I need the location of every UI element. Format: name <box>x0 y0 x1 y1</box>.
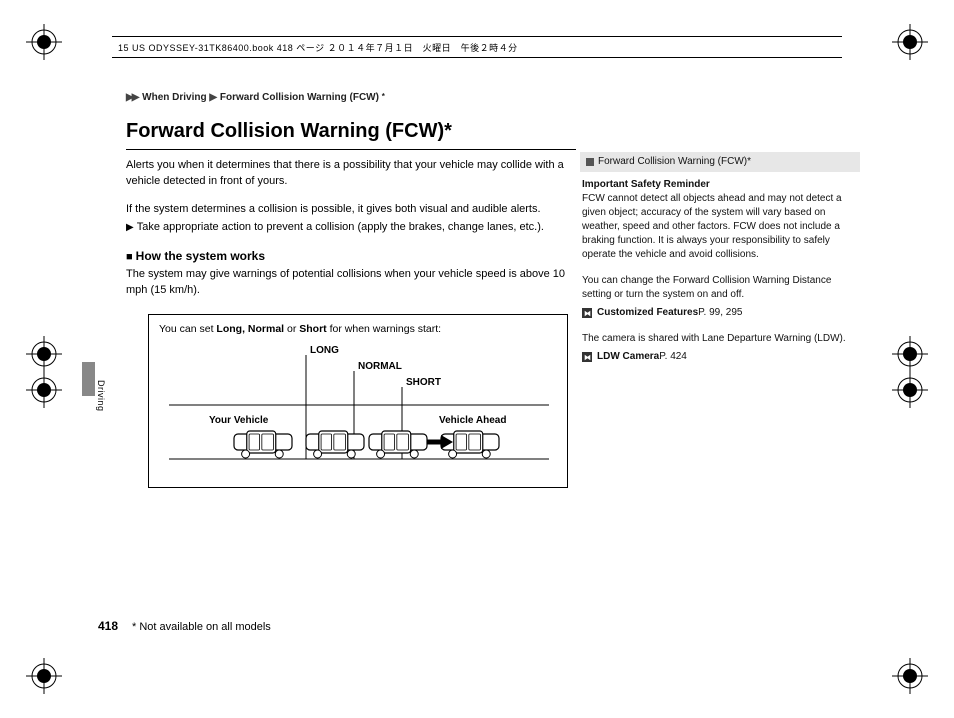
svg-text:NORMAL: NORMAL <box>358 361 402 372</box>
camera-block: The camera is shared with Lane Departure… <box>580 332 860 364</box>
caption-bold: Long, Normal <box>216 323 284 335</box>
sidebar-heading-icon <box>586 158 594 166</box>
ref1-label: Customized Features <box>597 306 698 320</box>
sidebar-heading: Forward Collision Warning (FCW)* <box>580 152 860 172</box>
diagram-caption: You can set Long, Normal or Short for wh… <box>149 315 567 335</box>
sidebar-heading-text: Forward Collision Warning (FCW)* <box>598 155 751 169</box>
square-bullet-icon: ■ <box>126 251 133 263</box>
intro-paragraph-1: Alerts you when it determines that there… <box>126 158 566 190</box>
svg-text:Your Vehicle: Your Vehicle <box>209 415 269 426</box>
action-text: Take appropriate action to prevent a col… <box>137 221 544 233</box>
how-text: The system may give warnings of potentia… <box>126 267 566 299</box>
caption-pre: You can set <box>159 323 216 335</box>
caption-bold2: Short <box>299 323 326 335</box>
svg-text:Vehicle Ahead: Vehicle Ahead <box>439 415 506 426</box>
not-all-models-note: * Not available on all models <box>132 621 271 633</box>
cropmark-icon <box>892 372 928 408</box>
triangle-bullet-icon: ▶ <box>126 222 134 233</box>
how-heading-text: How the system works <box>136 249 265 263</box>
ref2-label: LDW Camera <box>597 350 659 364</box>
breadcrumb: ▶▶ When Driving ▶ Forward Collision Warn… <box>126 92 385 103</box>
customize-block: You can change the Forward Collision War… <box>580 274 860 320</box>
svg-text:SHORT: SHORT <box>406 377 441 388</box>
ref1-pages: P. 99, 295 <box>698 306 742 320</box>
breadcrumb-arrow-icon: ▶▶ <box>126 92 137 103</box>
print-header-text: 15 US ODYSSEY-31TK86400.book 418 ページ ２０１… <box>118 41 518 54</box>
page-number: 418 <box>98 619 118 633</box>
intro-paragraph-2: If the system determines a collision is … <box>126 202 566 218</box>
breadcrumb-seg1: When Driving <box>142 92 206 103</box>
main-content: Alerts you when it determines that there… <box>126 158 566 311</box>
cropmark-icon <box>26 372 62 408</box>
customize-text: You can change the Forward Collision War… <box>582 275 831 300</box>
sidebar: Forward Collision Warning (FCW)* Importa… <box>580 152 860 376</box>
cropmark-icon <box>26 658 62 694</box>
breadcrumb-seg2: Forward Collision Warning (FCW) <box>220 92 379 103</box>
breadcrumb-star: * <box>382 92 385 101</box>
diagram-svg-container: LONG NORMAL SHORT Your Vehicle Vehicle Ahead <box>149 335 567 475</box>
caption-post: for when warnings start: <box>327 323 441 335</box>
how-heading: ■How the system works <box>126 248 566 266</box>
fcw-diagram: You can set Long, Normal or Short for wh… <box>148 314 568 488</box>
safety-body: FCW cannot detect all objects ahead and … <box>582 193 842 260</box>
safety-reminder-block: Important Safety Reminder FCW cannot det… <box>580 178 860 262</box>
book-ref-icon <box>582 352 592 362</box>
print-header: 15 US ODYSSEY-31TK86400.book 418 ページ ２０１… <box>112 36 842 58</box>
book-ref-icon <box>582 308 592 318</box>
ref-customized-features: Customized Features P. 99, 295 <box>582 306 858 320</box>
cropmark-icon <box>892 24 928 60</box>
svg-text:LONG: LONG <box>310 345 339 356</box>
caption-mid: or <box>284 323 299 335</box>
ref-ldw-camera: LDW Camera P. 424 <box>582 350 858 364</box>
cropmark-icon <box>892 658 928 694</box>
action-item: ▶Take appropriate action to prevent a co… <box>126 220 566 236</box>
safety-title: Important Safety Reminder <box>582 179 710 190</box>
page-title: Forward Collision Warning (FCW)* <box>126 120 576 150</box>
diagram-svg: LONG NORMAL SHORT Your Vehicle Vehicle Ahead <box>149 335 569 475</box>
cropmark-icon <box>26 24 62 60</box>
section-tab <box>82 362 95 396</box>
cropmark-icon <box>892 336 928 372</box>
cropmark-icon <box>26 336 62 372</box>
ref2-pages: P. 424 <box>659 350 687 364</box>
breadcrumb-sep-icon: ▶ <box>209 92 215 103</box>
camera-text: The camera is shared with Lane Departure… <box>582 333 846 344</box>
section-tab-label: Driving <box>96 380 106 412</box>
